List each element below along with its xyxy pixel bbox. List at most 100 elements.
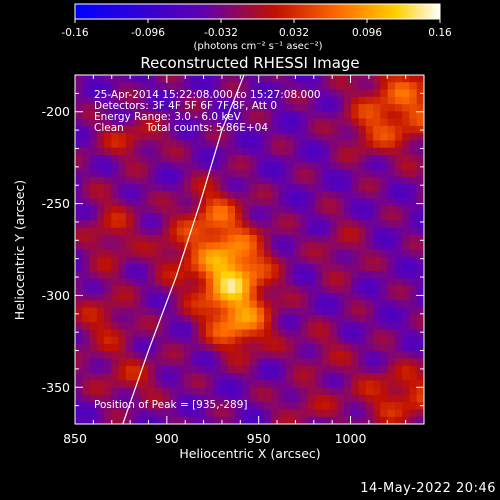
heatmap-cell (264, 213, 272, 222)
heatmap-cell (402, 147, 411, 156)
heatmap-cell (322, 402, 331, 411)
heatmap-cell (380, 89, 389, 98)
heatmap-cell (256, 147, 265, 156)
heatmap-cell (409, 293, 418, 301)
heatmap-cell (329, 344, 338, 352)
heatmap-cell (75, 380, 83, 389)
heatmap-cell (264, 96, 272, 105)
heatmap-cell (125, 125, 134, 134)
heatmap-cell (176, 307, 185, 316)
heatmap-cell (140, 416, 149, 424)
heatmap-cell (147, 271, 156, 280)
heatmap-cell (394, 314, 403, 323)
heatmap-cell (213, 394, 222, 403)
heatmap-cell (416, 75, 424, 83)
heatmap-cell (365, 213, 374, 222)
heatmap-cell (300, 380, 309, 389)
heatmap-cell (89, 300, 98, 309)
heatmap-cell (314, 198, 323, 207)
heatmap-cell (104, 358, 112, 367)
heatmap-cell (147, 322, 156, 331)
heatmap-cell (213, 351, 222, 360)
heatmap-cell (133, 176, 142, 185)
heatmap-cell (242, 227, 251, 236)
heatmap-cell (205, 293, 214, 301)
heatmap-cell (387, 234, 396, 243)
heatmap-cell (125, 82, 134, 91)
heatmap-cell (205, 249, 214, 258)
heatmap-cell (125, 329, 134, 338)
heatmap-cell (147, 205, 156, 214)
heatmap-cell (307, 409, 316, 418)
heatmap-cell (220, 184, 229, 192)
heatmap-cell (234, 365, 243, 374)
heatmap-cell (373, 220, 381, 229)
heatmap-cell (111, 373, 120, 381)
heatmap-cell (285, 394, 294, 403)
heatmap-cell (176, 314, 185, 323)
heatmap-cell (249, 154, 258, 163)
heatmap-cell (125, 344, 134, 352)
heatmap-cell (300, 191, 309, 200)
heatmap-cell (111, 191, 120, 200)
heatmap-cell (213, 256, 222, 265)
heatmap-cell (322, 373, 331, 381)
heatmap-cell (314, 409, 323, 418)
heatmap-cell (111, 256, 120, 265)
heatmap-cell (125, 278, 134, 287)
heatmap-cell (314, 111, 323, 120)
heatmap-cell (118, 111, 127, 120)
heatmap-cell (133, 82, 142, 91)
heatmap-cell (205, 169, 214, 178)
heatmap-cell (96, 82, 105, 91)
heatmap-cell (344, 104, 352, 112)
heatmap-cell (336, 322, 345, 331)
heatmap-cell (242, 409, 251, 418)
heatmap-cell (140, 176, 149, 185)
heatmap-cell (416, 184, 424, 192)
heatmap-cell (394, 191, 403, 200)
heatmap-cell (242, 234, 251, 243)
heatmap-cell (89, 234, 98, 243)
heatmap-cell (162, 322, 171, 331)
heatmap-cell (111, 220, 120, 229)
heatmap-cell (111, 264, 120, 272)
heatmap-cell (314, 285, 323, 294)
heatmap-cell (89, 402, 98, 411)
heatmap-cell (154, 365, 163, 374)
heatmap-cell (264, 220, 272, 229)
heatmap-cell (387, 314, 396, 323)
heatmap-cell (147, 75, 156, 83)
heatmap-cell (111, 329, 120, 338)
heatmap-cell (75, 416, 83, 424)
heatmap-cell (380, 242, 389, 251)
heatmap-cell (96, 89, 105, 98)
heatmap-cell (205, 365, 214, 374)
heatmap-cell (256, 351, 265, 360)
heatmap-cell (89, 336, 98, 345)
heatmap-cell (162, 125, 171, 134)
heatmap-cell (351, 351, 360, 360)
heatmap-cell (154, 416, 163, 424)
heatmap-cell (380, 365, 389, 374)
heatmap-cell (387, 256, 396, 265)
heatmap-cell (169, 249, 178, 258)
heatmap-cell (154, 322, 163, 331)
heatmap-cell (242, 75, 251, 83)
heatmap-cell (104, 82, 112, 91)
heatmap-cell (285, 307, 294, 316)
heatmap-cell (205, 380, 214, 389)
heatmap-cell (380, 220, 389, 229)
heatmap-cell (387, 402, 396, 411)
heatmap-cell (198, 227, 207, 236)
heatmap-cell (300, 271, 309, 280)
heatmap-cell (256, 380, 265, 389)
heatmap-cell (154, 380, 163, 389)
heatmap-cell (125, 176, 134, 185)
heatmap-cell (329, 351, 338, 360)
heatmap-cell (380, 344, 389, 352)
heatmap-cell (307, 387, 316, 396)
heatmap-cell (154, 220, 163, 229)
heatmap-cell (198, 118, 207, 127)
heatmap-cell (271, 336, 280, 345)
